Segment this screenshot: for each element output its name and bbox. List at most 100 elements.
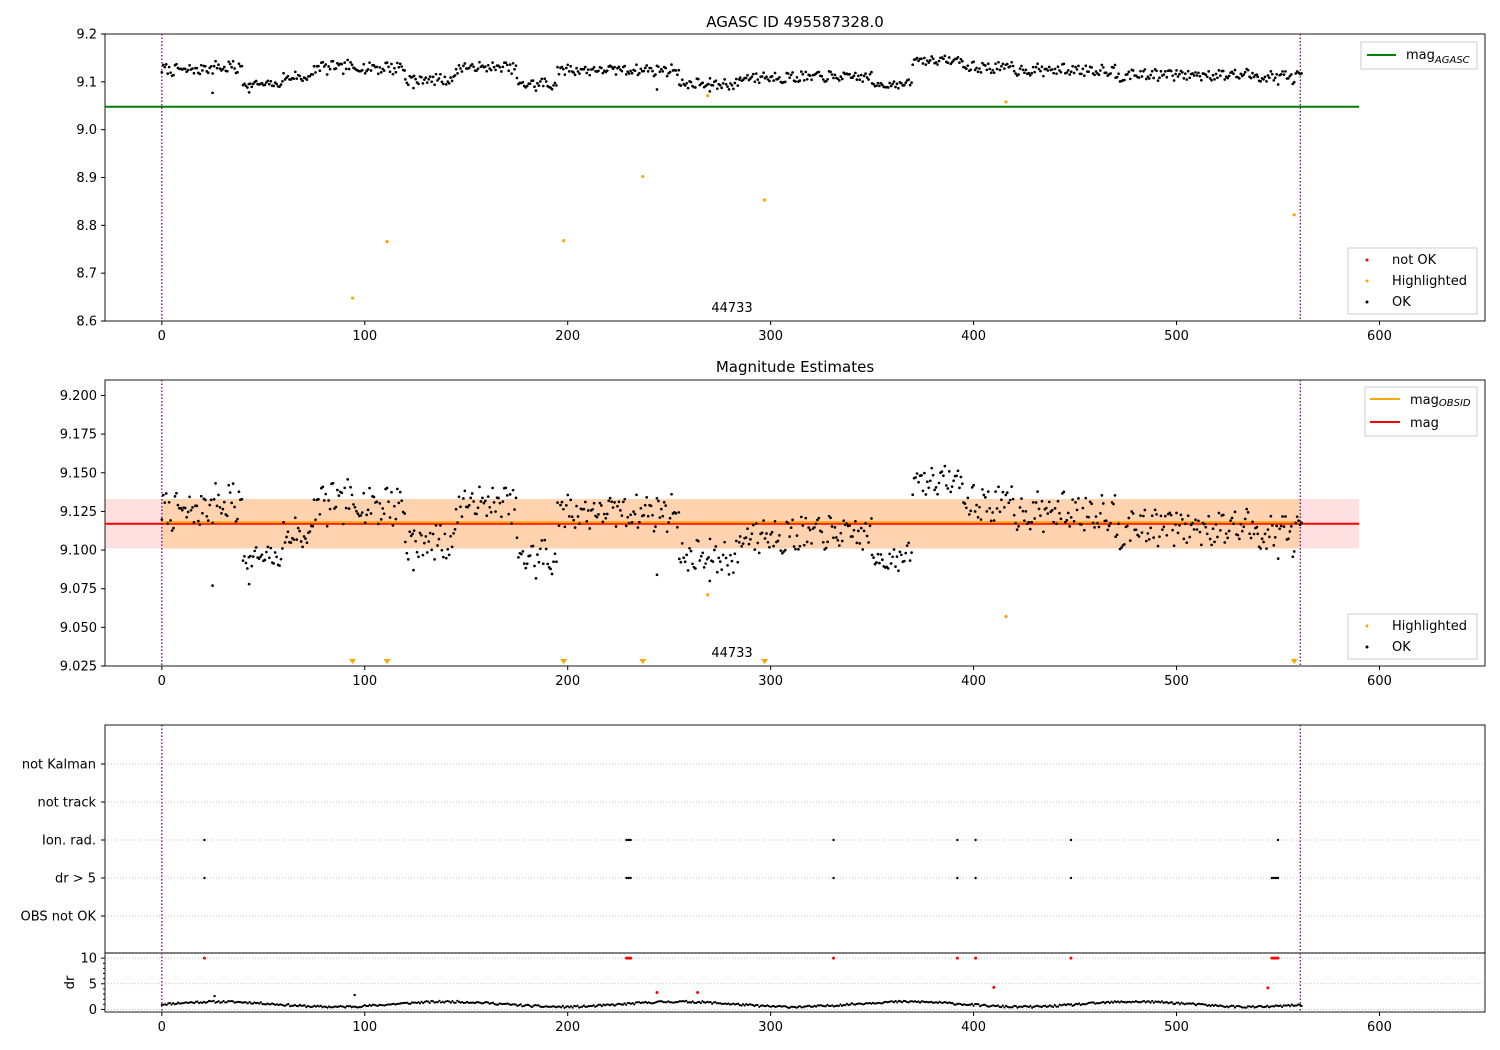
ok-point [220, 511, 223, 515]
ok-point [821, 540, 825, 544]
ok-point [211, 584, 214, 587]
ok-point [385, 61, 389, 64]
dr-ok-point [894, 999, 897, 1003]
dr-ok-point [918, 1001, 922, 1004]
dr-ok-point [842, 1003, 845, 1007]
dr-ok-point [178, 1002, 181, 1005]
dr-ok-point [659, 1000, 662, 1003]
dr-ok-point [1056, 1005, 1060, 1008]
ok-point [861, 548, 865, 551]
dr-ok-point [1017, 1005, 1021, 1008]
ok-point [1069, 70, 1073, 74]
ok-point [1216, 76, 1219, 80]
dr-ok-point [1209, 1005, 1212, 1008]
ok-point [783, 80, 787, 84]
ok-point [652, 529, 656, 533]
flag-point [1274, 876, 1278, 880]
ok-point [1198, 530, 1202, 534]
ok-point [1007, 501, 1011, 505]
ok-point [732, 571, 735, 575]
ok-point [989, 519, 993, 523]
ok-point [246, 567, 249, 570]
ok-point [295, 538, 299, 541]
ok-point [572, 518, 575, 522]
ok-point [379, 517, 383, 521]
ok-point [875, 84, 878, 88]
ok-point [836, 538, 840, 542]
ok-point [492, 501, 496, 504]
dr-ok-point [920, 1000, 923, 1003]
dr-ok-point [1068, 1003, 1071, 1006]
dr-not-ok-point [1276, 956, 1280, 960]
ok-point [966, 496, 970, 500]
ok-point [726, 564, 729, 567]
ok-point [1256, 75, 1260, 79]
flag-category-label: dr > 5 [55, 872, 96, 887]
ok-point [350, 63, 354, 67]
ok-point [363, 521, 367, 525]
dr-ok-point [883, 1000, 886, 1004]
ok-point [531, 544, 535, 548]
dr-ok-point [514, 1003, 517, 1006]
ok-point [469, 496, 473, 500]
ok-point [608, 496, 612, 500]
ok-point [1053, 67, 1057, 71]
ok-point [382, 69, 386, 72]
ok-point [391, 72, 395, 76]
point-legend: not OK Highlighted OK [1347, 247, 1478, 315]
ok-point [611, 506, 615, 509]
dr-ok-point [370, 1004, 373, 1007]
ok-point [1000, 64, 1003, 68]
obsid-label: 44733 [711, 646, 752, 661]
ok-point [992, 71, 996, 75]
ok-point [1094, 515, 1098, 518]
ok-point [198, 523, 202, 526]
dr-ok-point [407, 1002, 410, 1005]
ok-point [1128, 539, 1132, 542]
ok-point [347, 507, 351, 510]
ok-point [677, 511, 681, 514]
ok-point [1168, 511, 1172, 515]
ok-point [859, 526, 863, 530]
dr-not-ok-point [696, 991, 700, 995]
flag-point [1276, 838, 1280, 842]
ok-point [1144, 539, 1148, 543]
ok-point [1142, 69, 1145, 73]
ok-point [324, 63, 328, 66]
ok-point [1263, 532, 1267, 536]
ok-point [686, 86, 690, 90]
dr-ok-point [457, 1000, 461, 1003]
ok-point [1020, 64, 1023, 68]
dr-ok-point [418, 1002, 422, 1005]
ok-point [266, 545, 270, 549]
ok-point [467, 503, 471, 507]
ok-point [428, 531, 432, 535]
ok-point [317, 64, 320, 68]
dr-ok-point [904, 999, 907, 1003]
ok-point [1156, 544, 1160, 548]
ok-point [161, 493, 165, 497]
dr-ok-point [923, 1001, 926, 1004]
dr-ok-point [660, 1000, 663, 1003]
ok-point [1081, 67, 1085, 71]
ok-point [494, 68, 497, 72]
ok-point [362, 491, 366, 495]
ok-point [538, 80, 542, 83]
dr-ok-point [409, 1002, 412, 1005]
ok-point [446, 547, 450, 551]
ok-point [998, 68, 1002, 72]
ok-point [180, 508, 184, 512]
ok-point [895, 555, 899, 558]
dr-ok-point [193, 1001, 196, 1005]
ok-point [620, 69, 624, 73]
dr-ok-point [967, 1003, 970, 1006]
dr-ok-point [1180, 1001, 1183, 1004]
ok-point [1021, 509, 1025, 513]
ok-point [460, 515, 464, 518]
dr-ok-point [422, 1001, 425, 1005]
point-legend: Highlighted OK [1347, 613, 1478, 660]
dr-ok-point [1292, 1004, 1295, 1007]
ok-point [476, 67, 480, 71]
ok-point [172, 526, 175, 530]
x-tick-label: 0 [158, 329, 166, 344]
